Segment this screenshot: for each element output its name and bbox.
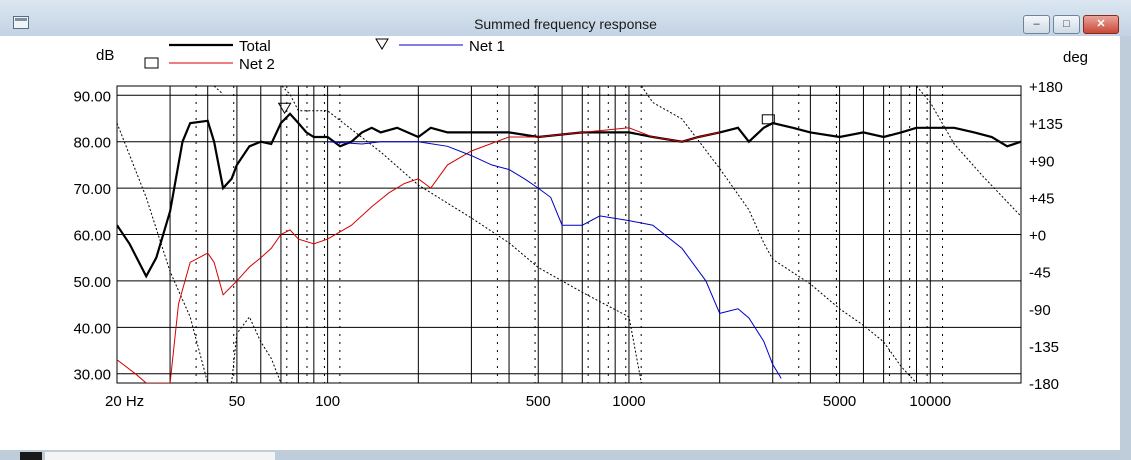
left-edge bbox=[0, 36, 9, 460]
y-tick-label: 30.00 bbox=[73, 367, 111, 384]
y-tick-label: 90.00 bbox=[73, 88, 111, 105]
y-tick-label: 80.00 bbox=[73, 135, 111, 152]
series-line-phase-total bbox=[213, 86, 224, 95]
y2-tick-label: -45 bbox=[1029, 265, 1051, 282]
x-tick-label: 100 bbox=[315, 393, 340, 410]
series-line-phase-total bbox=[231, 316, 282, 383]
x-tick-label: 500 bbox=[526, 393, 551, 410]
series-line-phase-total bbox=[281, 86, 642, 383]
chart-area: 30.00 40.00 50.00 60.00 70.00 80.00 90.00 -180 -… bbox=[9, 36, 1120, 450]
series-line-phase-total bbox=[117, 122, 209, 383]
x-tick-label: 5000 bbox=[823, 393, 856, 410]
x-tick-label: 20 Hz bbox=[105, 393, 144, 410]
y2-tick-label: +0 bbox=[1029, 228, 1046, 245]
window-title: Summed frequency response bbox=[474, 16, 657, 32]
y2-tick-label: +90 bbox=[1029, 153, 1054, 170]
title-bar[interactable]: Summed frequency response – □ ✕ bbox=[0, 0, 1131, 36]
x-tick-label: 1000 bbox=[612, 393, 645, 410]
window-menu-icon[interactable] bbox=[13, 16, 29, 29]
series-line-phase-total bbox=[916, 86, 1021, 217]
y2-tick-label: +135 bbox=[1029, 116, 1063, 133]
legend-label-net-2: Net 2 bbox=[239, 56, 275, 73]
y2-tick-label: +45 bbox=[1029, 190, 1054, 207]
series-line-phase-total bbox=[641, 86, 917, 383]
y-tick-label: 60.00 bbox=[73, 228, 111, 245]
status-strip bbox=[0, 450, 1131, 460]
y2-tick-label: +180 bbox=[1029, 79, 1063, 96]
series-line-net-2 bbox=[117, 127, 720, 383]
y2-tick-label: -180 bbox=[1029, 376, 1059, 393]
minimize-button[interactable]: – bbox=[1023, 15, 1050, 34]
net2-marker-icon bbox=[761, 114, 775, 125]
net1-marker-icon bbox=[277, 102, 292, 115]
legend-label-total: Total bbox=[239, 38, 271, 55]
y2-axis-label: deg bbox=[1063, 49, 1088, 66]
close-button[interactable]: ✕ bbox=[1083, 15, 1119, 34]
x-tick-label: 10000 bbox=[909, 393, 951, 410]
y-axis-label: dB bbox=[96, 47, 114, 64]
x-tick-label: 50 bbox=[229, 393, 246, 410]
y-tick-label: 40.00 bbox=[73, 320, 111, 337]
legend-triangle-icon bbox=[375, 38, 389, 50]
legend-square-icon bbox=[144, 57, 159, 69]
maximize-button[interactable]: □ bbox=[1053, 15, 1080, 34]
y2-tick-label: -135 bbox=[1029, 339, 1059, 356]
y2-tick-label: -90 bbox=[1029, 302, 1051, 319]
legend-label-net-1: Net 1 bbox=[469, 38, 505, 55]
y-tick-label: 50.00 bbox=[73, 274, 111, 291]
frequency-response-chart: 30.00 40.00 50.00 60.00 70.00 80.00 90.00 -180 -… bbox=[73, 38, 1088, 410]
y-tick-label: 70.00 bbox=[73, 181, 111, 198]
series-line-net-1 bbox=[327, 141, 782, 379]
series-line-total bbox=[117, 112, 1021, 279]
